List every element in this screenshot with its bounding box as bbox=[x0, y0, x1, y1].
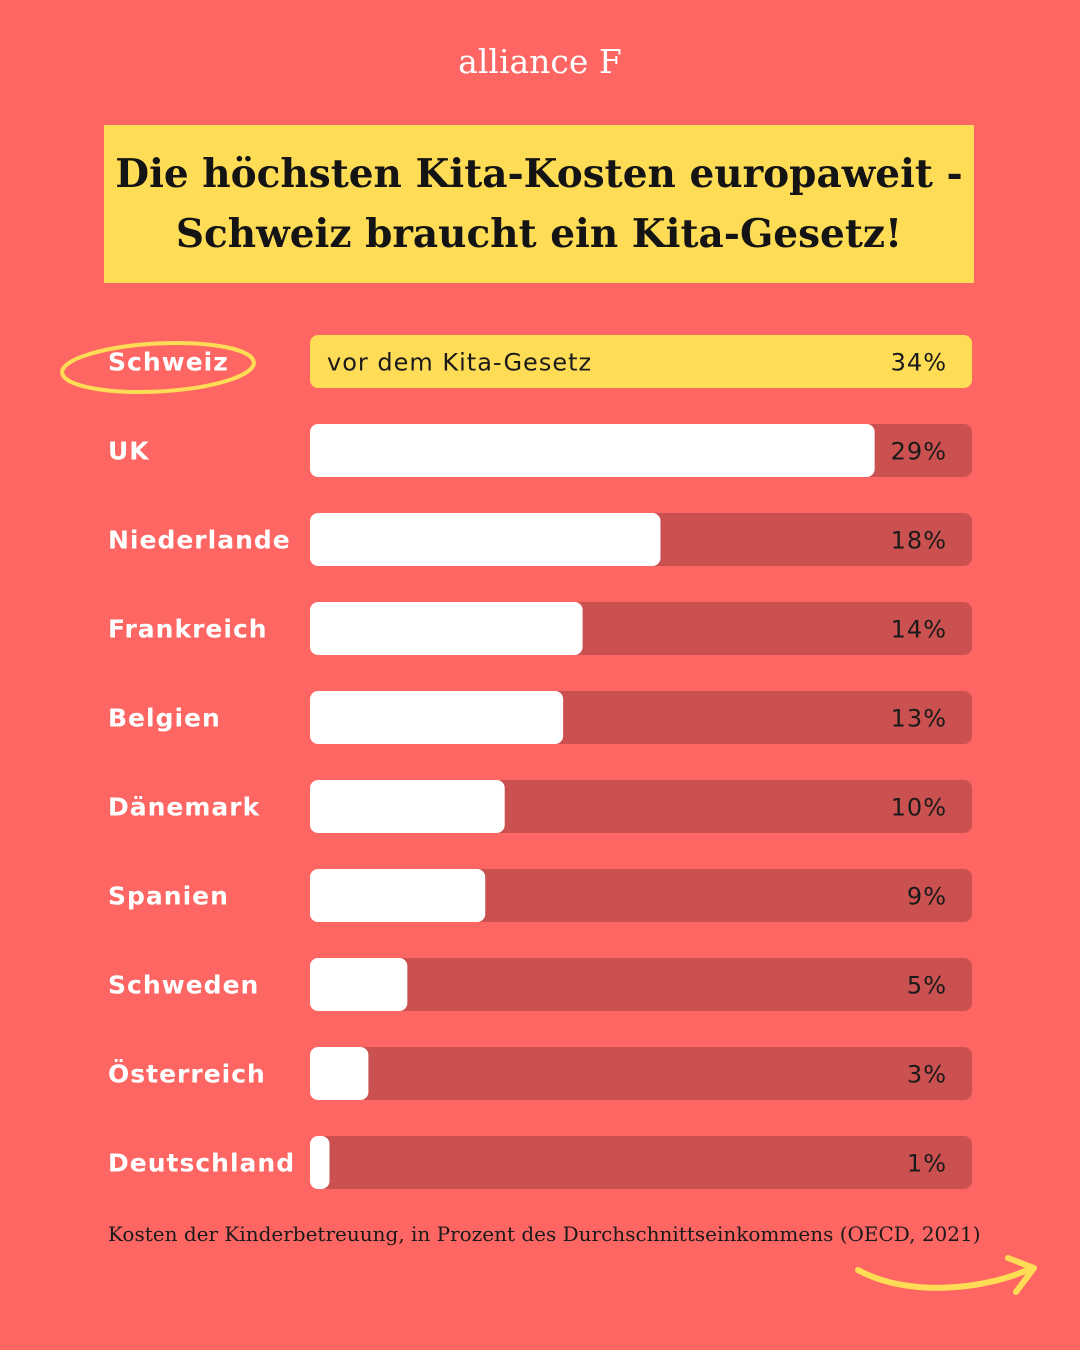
bar-niederlande bbox=[310, 513, 661, 566]
value-label-schweiz: 34% bbox=[891, 349, 947, 377]
title-line-1: Die höchsten Kita-Kosten europaweit - bbox=[115, 151, 963, 197]
bar-belgien bbox=[310, 691, 564, 744]
bar-schweiz bbox=[310, 335, 972, 388]
value-label-deutschland: 1% bbox=[907, 1150, 947, 1178]
bar-dänemark bbox=[310, 780, 505, 833]
source-note: Kosten der Kinderbetreuung, in Prozent d… bbox=[108, 1222, 981, 1246]
title-banner: Die höchsten Kita-Kosten europaweit - Sc… bbox=[104, 125, 974, 283]
bar-annotation: vor dem Kita-Gesetz bbox=[327, 349, 592, 377]
bar-track-schweden bbox=[310, 958, 972, 1011]
category-label-dänemark: Dänemark bbox=[108, 793, 261, 822]
bar-schweden bbox=[310, 958, 408, 1011]
category-label-frankreich: Frankreich bbox=[108, 615, 268, 644]
bar-deutschland bbox=[310, 1136, 330, 1189]
bar-track-deutschland bbox=[310, 1136, 972, 1189]
category-label-österreich: Österreich bbox=[108, 1059, 266, 1089]
category-label-niederlande: Niederlande bbox=[108, 526, 291, 555]
value-label-uk: 29% bbox=[891, 438, 947, 466]
category-label-spanien: Spanien bbox=[108, 882, 229, 911]
category-label-uk: UK bbox=[108, 437, 150, 466]
category-label-deutschland: Deutschland bbox=[108, 1149, 295, 1178]
value-label-frankreich: 14% bbox=[891, 616, 947, 644]
bar-österreich bbox=[310, 1047, 369, 1100]
title-line-2: Schweiz braucht ein Kita-Gesetz! bbox=[175, 211, 903, 257]
category-label-schweiz: Schweiz bbox=[108, 348, 229, 377]
value-label-niederlande: 18% bbox=[891, 527, 947, 555]
value-label-schweden: 5% bbox=[907, 972, 947, 1000]
value-label-spanien: 9% bbox=[907, 883, 947, 911]
value-label-österreich: 3% bbox=[907, 1061, 947, 1089]
category-label-schweden: Schweden bbox=[108, 971, 259, 1000]
bar-frankreich bbox=[310, 602, 583, 655]
bar-uk bbox=[310, 424, 875, 477]
bar-track-österreich bbox=[310, 1047, 972, 1100]
brand-logo-text: alliance F bbox=[458, 42, 622, 81]
bar-spanien bbox=[310, 869, 486, 922]
arrow-icon bbox=[855, 1255, 1037, 1295]
highlight-circle bbox=[60, 341, 256, 394]
category-label-belgien: Belgien bbox=[108, 704, 221, 733]
value-label-belgien: 13% bbox=[891, 705, 947, 733]
value-label-dänemark: 10% bbox=[891, 794, 947, 822]
